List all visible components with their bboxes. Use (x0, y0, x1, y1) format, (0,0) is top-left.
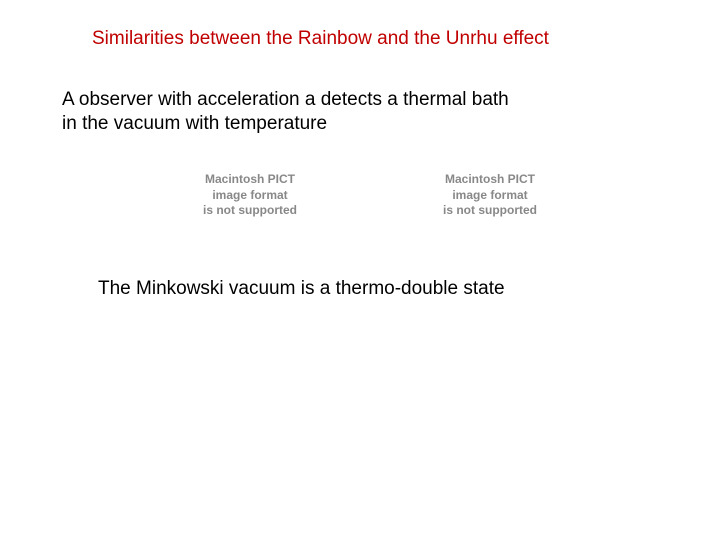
pict-text-3: is not supported (443, 203, 537, 217)
pict-text-2: image format (452, 188, 527, 202)
pict-text-1: Macintosh PICT (445, 172, 535, 186)
body-paragraph: A observer with acceleration a detects a… (62, 88, 509, 136)
pict-placeholder-right: Macintosh PICT image format is not suppo… (415, 172, 565, 219)
conclusion-text: The Minkowski vacuum is a thermo-double … (98, 278, 505, 300)
body-line-2: in the vacuum with temperature (62, 113, 327, 134)
slide-title: Similarities between the Rainbow and the… (92, 28, 549, 50)
pict-placeholder-left: Macintosh PICT image format is not suppo… (175, 172, 325, 219)
body-line-1: A observer with acceleration a detects a… (62, 89, 509, 110)
pict-text-1: Macintosh PICT (205, 172, 295, 186)
pict-text-2: image format (212, 188, 287, 202)
pict-text-3: is not supported (203, 203, 297, 217)
